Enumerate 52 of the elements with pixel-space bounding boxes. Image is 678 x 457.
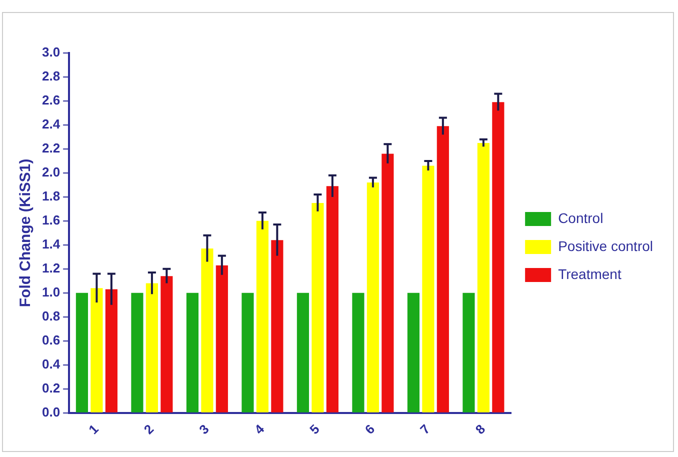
bar <box>326 186 338 412</box>
y-tick-label: 0.8 <box>42 308 60 324</box>
y-tick-label: 2.0 <box>42 164 60 180</box>
bar <box>131 292 144 412</box>
bar <box>462 292 475 412</box>
y-tick-label: 0.4 <box>42 356 61 372</box>
bar <box>492 102 504 412</box>
bar <box>186 292 199 412</box>
bar <box>201 248 214 412</box>
x-tick-label: 8 <box>472 421 488 438</box>
bar <box>271 240 284 412</box>
bar <box>146 283 158 412</box>
bar <box>296 292 310 412</box>
x-tick-label: 3 <box>196 421 212 438</box>
y-tick-label: 1.2 <box>42 260 60 276</box>
x-tick-label: 2 <box>140 421 157 438</box>
bar <box>422 166 434 412</box>
x-tick-label: 5 <box>306 421 322 438</box>
y-tick-label: 1.4 <box>42 236 61 252</box>
legend-label: Treatment <box>558 266 622 282</box>
bar <box>352 292 364 412</box>
y-tick-label: 0.0 <box>42 404 60 420</box>
bar <box>76 292 88 412</box>
x-tick-label: 6 <box>362 421 378 438</box>
y-tick-label: 2.4 <box>42 116 61 132</box>
y-tick-label: 2.8 <box>42 68 60 84</box>
y-tick-label: 2.6 <box>42 92 60 108</box>
bar <box>382 154 394 412</box>
y-tick-label: 2.2 <box>42 140 60 156</box>
bar <box>160 276 173 412</box>
bar <box>436 126 449 412</box>
bar <box>407 292 420 412</box>
legend-label: Control <box>558 210 604 226</box>
y-tick-label: 1.6 <box>42 212 60 228</box>
bar <box>477 142 490 412</box>
bar <box>366 182 379 412</box>
y-tick-label: 0.6 <box>42 332 60 348</box>
x-tick-label: 4 <box>251 420 268 438</box>
bar <box>256 220 268 412</box>
bar <box>105 289 118 412</box>
bar <box>242 292 254 412</box>
bar <box>216 265 228 412</box>
y-tick-label: 1.8 <box>42 188 60 204</box>
legend-label: Positive control <box>558 238 654 254</box>
y-tick-label: 0.2 <box>42 380 60 396</box>
y-tick-label: 1.0 <box>42 284 60 300</box>
y-tick-label: 3.0 <box>42 44 60 60</box>
bar <box>90 288 103 412</box>
bar <box>312 202 324 412</box>
y-axis-title: Fold Change (KiSS1) <box>17 158 34 308</box>
x-tick-label: 7 <box>417 421 433 438</box>
x-tick-label: 1 <box>86 421 102 438</box>
